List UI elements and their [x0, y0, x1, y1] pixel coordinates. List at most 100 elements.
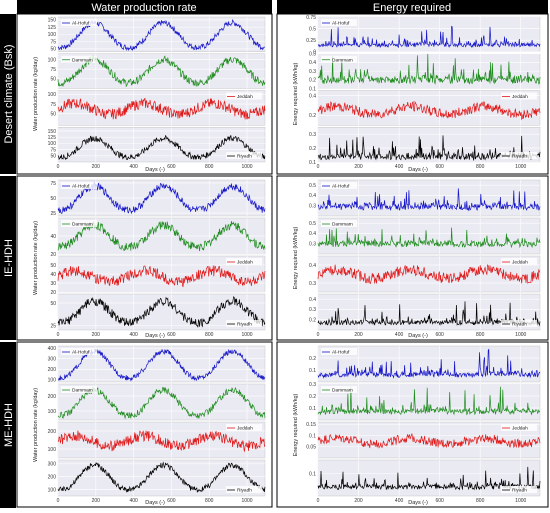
- y-tick-label: 0.25: [306, 38, 316, 44]
- y-tick-label: 0.4: [309, 297, 316, 303]
- legend-box: [61, 19, 97, 26]
- y-tick-label: 0.5: [309, 183, 316, 189]
- y-tick-label: 400: [48, 346, 57, 352]
- x-tick-label: 400: [395, 332, 404, 338]
- frame-water-2: [16, 341, 273, 508]
- y-tick-label: 200: [48, 475, 57, 481]
- panel-energy-2-3: 0.1 Riyadh 0 200 400 600 800 1000: [309, 459, 541, 504]
- panel-water-2-2: 100 200 Jeddah: [48, 421, 266, 459]
- y-tick-label: 75: [50, 147, 56, 153]
- ylabel-water-2: Water production rate (kg/day): [33, 388, 39, 462]
- y-tick-label: 0.3: [309, 132, 316, 138]
- series-line-Riyadh: [57, 295, 266, 328]
- y-tick-label: 100: [48, 447, 57, 453]
- header-bar-water: [17, 0, 272, 14]
- y-tick-label: 0.75: [306, 15, 316, 21]
- y-tick-label: 0.5: [309, 26, 316, 32]
- legend-box: [226, 92, 262, 100]
- panel-energy-2-2: 0.05 0.1 0.15 Jeddah: [306, 421, 541, 459]
- panel-water-1-1: 20 40 Dammam: [50, 217, 266, 258]
- x-tick-label: 800: [205, 164, 214, 170]
- x-tick-label: 400: [395, 498, 404, 504]
- panel-water-2-1: 100 200 Dammam: [48, 383, 266, 421]
- frame-water-1: [16, 175, 273, 341]
- series-line-Jeddah: [317, 432, 541, 449]
- series-line-Al-Hofuf: [317, 188, 541, 212]
- legend-label: Jeddah: [237, 94, 253, 100]
- x-tick-label: 600: [435, 332, 444, 338]
- x-tick-label: 200: [92, 332, 101, 338]
- legend-box: [501, 320, 537, 327]
- y-tick-label: 0.2: [309, 146, 316, 152]
- x-tick-label: 200: [354, 332, 363, 338]
- legend-label: Al-Hofuf: [332, 21, 350, 27]
- series-line-Al-Hofuf: [317, 25, 541, 49]
- series-line-Al-Hofuf: [317, 348, 541, 379]
- legend-box: [226, 486, 262, 493]
- x-tick-label: 0: [317, 332, 320, 338]
- series-line-Jeddah: [57, 430, 266, 453]
- panel-water-1-3: 25 50 Riyadh 0 200 400 600 800 1000: [50, 293, 266, 338]
- y-tick-label: 25: [50, 211, 56, 217]
- y-tick-label: 0.4: [309, 60, 316, 66]
- x-tick-label: 800: [205, 498, 214, 504]
- legend-label: Riyadh: [512, 154, 527, 160]
- series-line-Dammam: [317, 227, 541, 249]
- x-tick-label: 200: [92, 498, 101, 504]
- y-tick-label: 100: [48, 141, 57, 147]
- y-tick-label: 75: [50, 39, 56, 45]
- y-tick-label: 200: [48, 429, 57, 435]
- y-tick-label: 0.05: [306, 445, 316, 451]
- ylabel-water-0: Water production rate (kg/day): [33, 57, 39, 131]
- panel-energy-1-2: 0.3 0.4 Jeddah: [309, 255, 541, 293]
- y-tick-label: 0.3: [309, 281, 316, 287]
- series-line-Riyadh: [57, 461, 266, 493]
- y-tick-label: 150: [48, 18, 57, 24]
- frame-energy-1: [276, 175, 549, 341]
- frame-energy-2: [276, 341, 549, 508]
- x-tick-label: 400: [129, 332, 138, 338]
- y-tick-label: 0.2: [309, 394, 316, 400]
- x-tick-label: 0: [57, 164, 60, 170]
- x-tick-label: 0: [57, 498, 60, 504]
- x-tick-label: 1000: [515, 498, 526, 504]
- panel-water-1-2: 20 30 40 50 Jeddah: [50, 255, 266, 296]
- panel-energy-2-1: 0.1 0.2 0.3 Dammam: [309, 382, 541, 421]
- y-tick-label: 0.4: [309, 231, 316, 237]
- legend-box: [501, 152, 537, 159]
- y-tick-label: 150: [48, 129, 57, 135]
- y-tick-label: 0.1: [309, 160, 316, 166]
- y-tick-label: 100: [48, 32, 57, 38]
- legend-box: [321, 386, 357, 393]
- y-tick-label: 40: [50, 272, 56, 278]
- y-tick-label: 125: [48, 25, 57, 31]
- y-tick-label: 50: [50, 77, 56, 83]
- y-tick-label: 0.1: [309, 406, 316, 412]
- y-tick-label: 0.1: [309, 471, 316, 477]
- x-tick-label: 600: [167, 164, 176, 170]
- y-tick-label: 0.3: [309, 242, 316, 248]
- y-tick-label: 300: [48, 462, 57, 468]
- y-tick-label: 50: [50, 154, 56, 160]
- y-tick-label: 50: [50, 111, 56, 117]
- legend-label: Dammam: [72, 388, 93, 394]
- header-bar-energy: [277, 0, 548, 14]
- panel-water-0-2: 50 75 100 Jeddah: [48, 90, 266, 126]
- x-tick-label: 200: [354, 164, 363, 170]
- x-tick-label: 400: [395, 164, 404, 170]
- row-label-1: IE-HDH: [3, 239, 15, 277]
- legend-label: Dammam: [332, 222, 353, 228]
- legend-box: [61, 386, 97, 393]
- y-tick-label: 0.4: [309, 193, 316, 199]
- legend-box: [501, 92, 537, 100]
- x-tick-label: 800: [205, 332, 214, 338]
- panel-energy-1-3: 0.2 0.3 0.4 Riyadh 0 200 400 600 800 1000: [309, 293, 541, 338]
- series-line-Dammam: [317, 386, 541, 416]
- xlabel-energy-0: Days (-): [408, 167, 428, 173]
- legend-label: Dammam: [332, 57, 353, 63]
- row-label-0: Desert climate (Bsk): [3, 44, 15, 143]
- legend-label: Jeddah: [237, 426, 253, 432]
- series-line-Jeddah: [57, 265, 266, 288]
